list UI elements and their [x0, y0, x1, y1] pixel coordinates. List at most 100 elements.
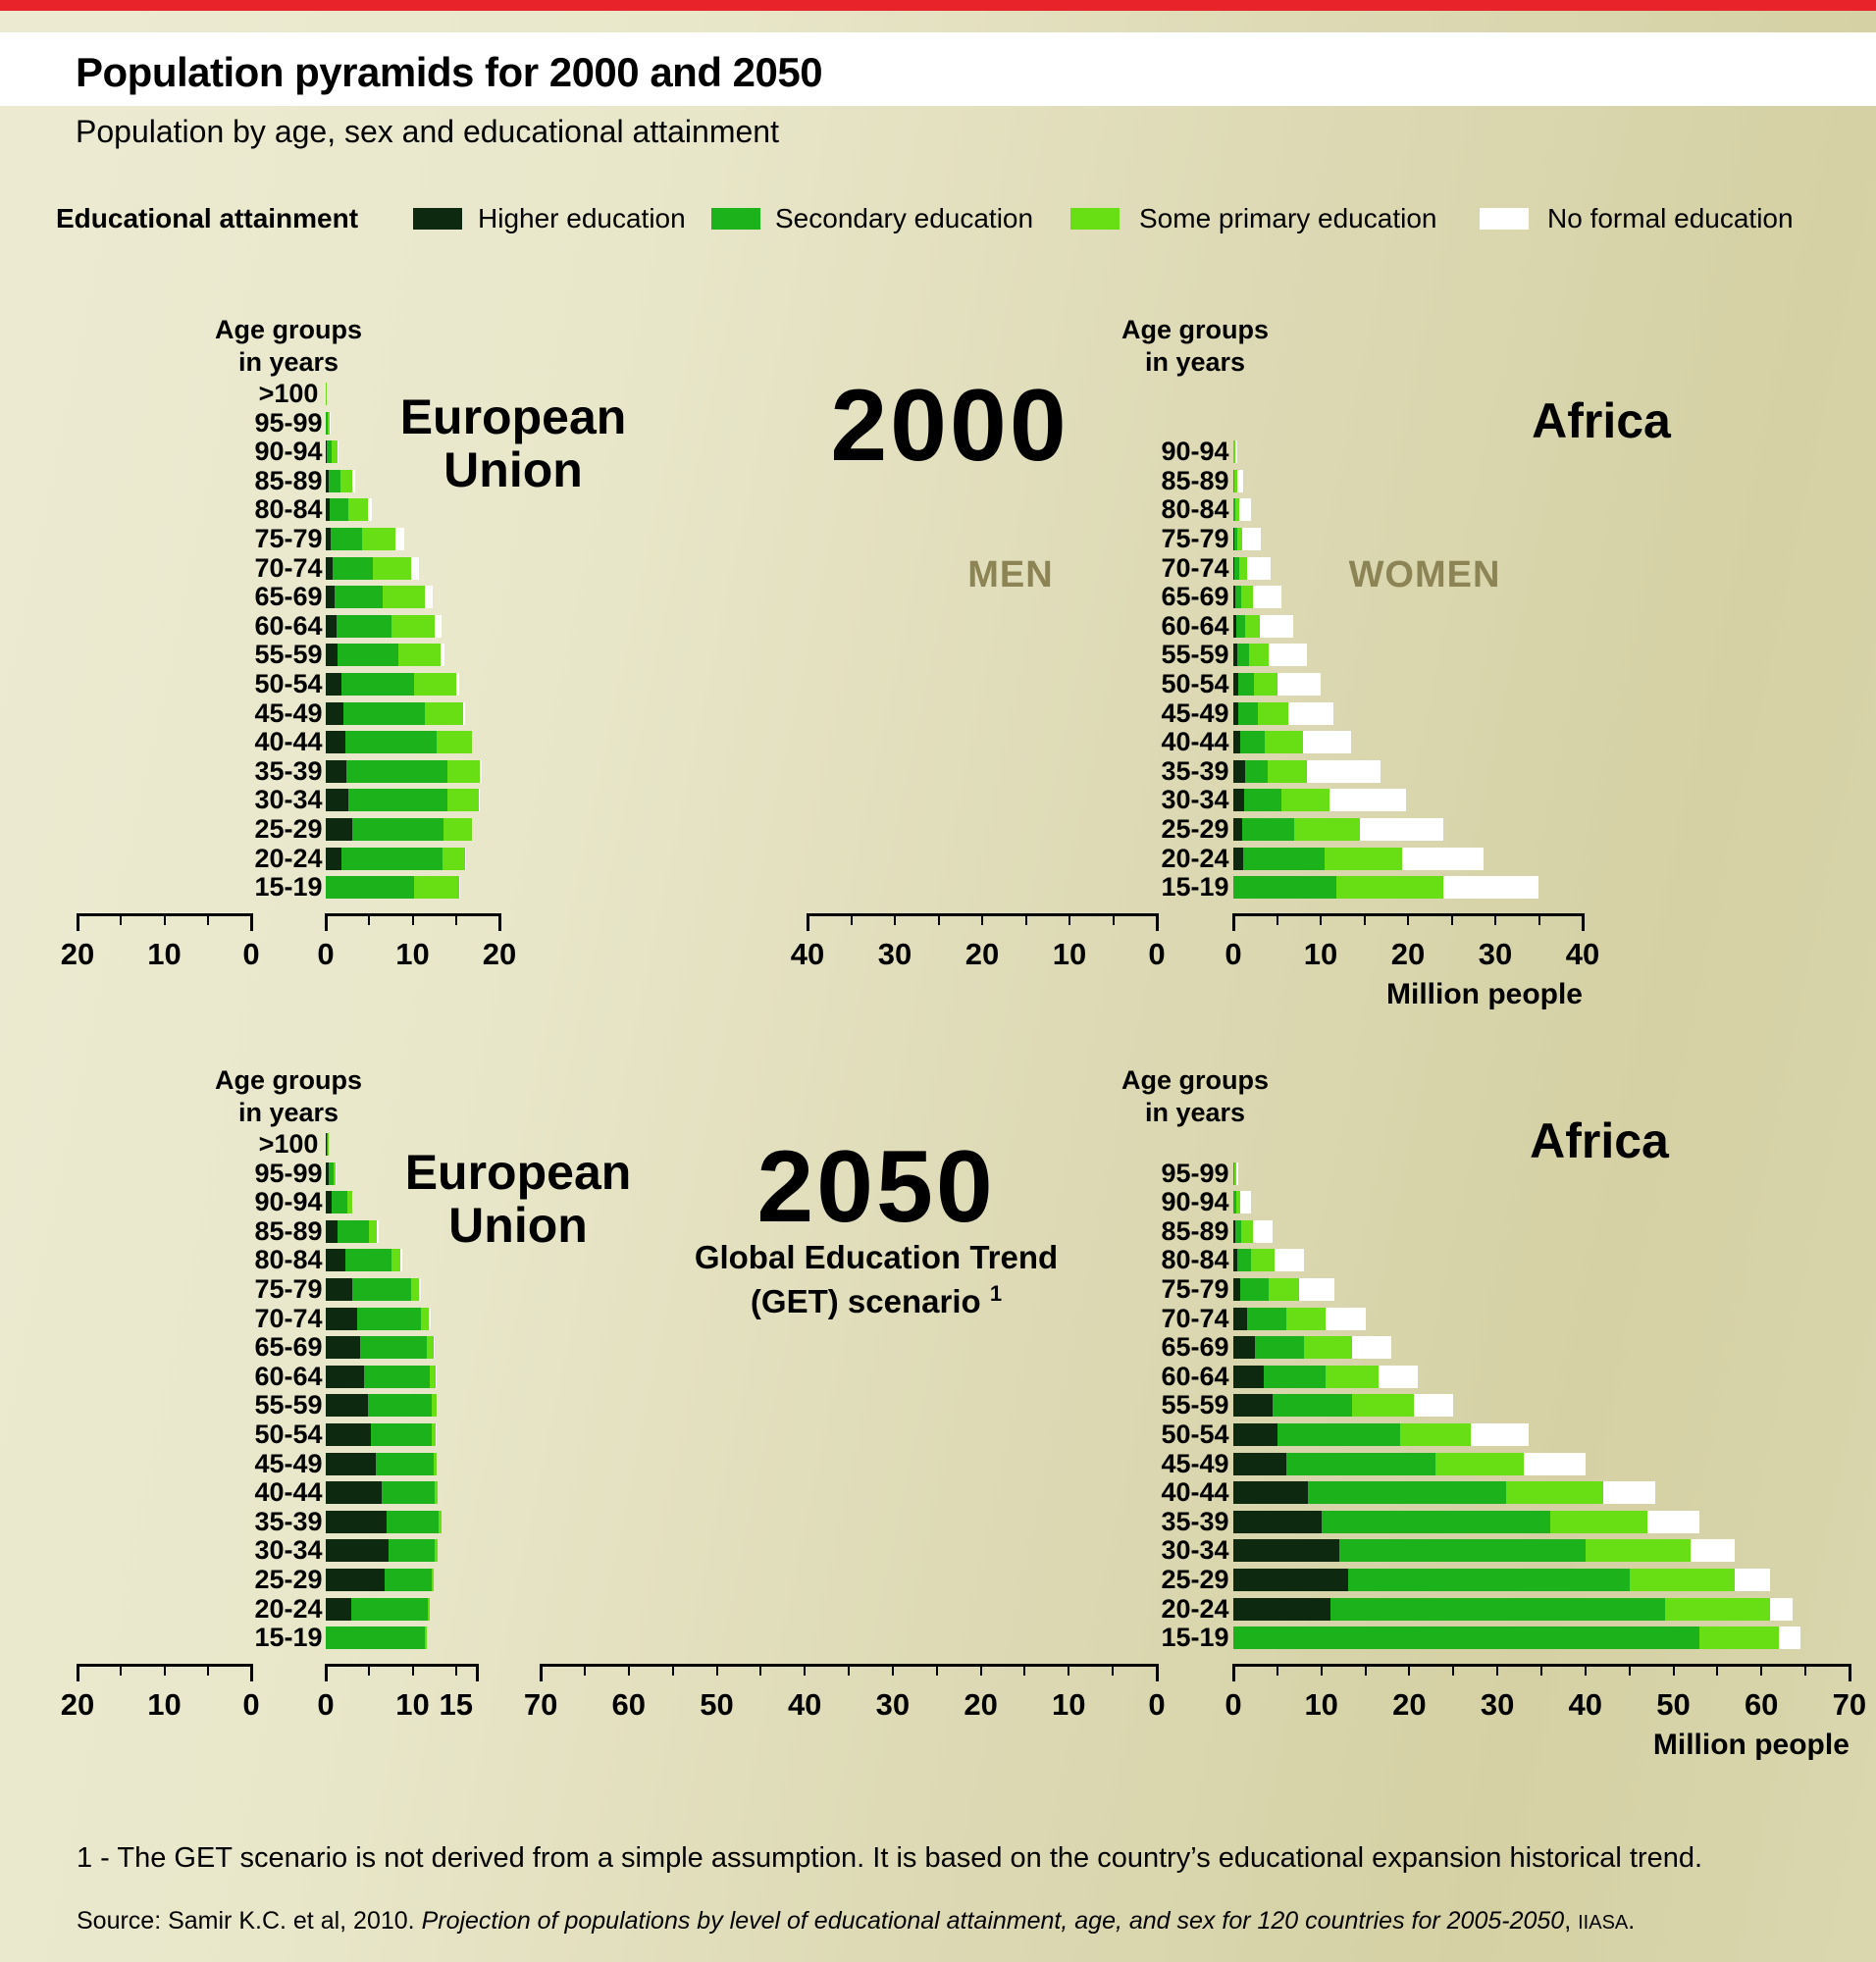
x-axis-tick-label-men: 40: [790, 937, 825, 971]
women-segment-higher-education: [1233, 1394, 1274, 1418]
women-segment-higher-education: [326, 1539, 389, 1563]
x-axis-line-women: [326, 1664, 478, 1667]
age-group-label: 30-34: [254, 785, 323, 815]
age-group-label: 75-79: [254, 524, 323, 553]
women-segment-some-primary-education: [1264, 731, 1304, 754]
x-axis-tick-label-men: 0: [242, 937, 260, 971]
age-axis-title-line2: in years: [237, 347, 339, 377]
women-segment-secondary-education: [1246, 1307, 1286, 1330]
age-group-label: 20-24: [254, 843, 323, 873]
women-bar: [1233, 1191, 1251, 1214]
age-group-label: 20-24: [1161, 843, 1229, 873]
women-segment-some-primary-education: [1235, 498, 1239, 522]
women-segment-higher-education: [1233, 586, 1235, 609]
women-segment-secondary-education: [331, 528, 363, 550]
women-segment-secondary-education: [1240, 731, 1265, 754]
women-bar: [326, 1365, 438, 1388]
women-segment-some-primary-education: [435, 1481, 439, 1505]
x-axis-tick-label-men: 10: [1052, 1687, 1086, 1722]
women-segment-no-formal-education: [459, 876, 461, 900]
age-group-label: 60-64: [254, 1361, 323, 1391]
women-segment-some-primary-education: [383, 586, 425, 609]
women-segment-some-primary-education: [1244, 614, 1260, 638]
x-axis-tick-label-women: 50: [1656, 1687, 1691, 1722]
women-segment-some-primary-education: [1250, 1249, 1276, 1272]
women-segment-no-formal-education: [1303, 731, 1352, 754]
women-segment-secondary-education: [1264, 1365, 1327, 1388]
women-segment-higher-education: [1233, 1539, 1339, 1563]
age-group-label: 50-54: [1161, 1420, 1229, 1449]
x-axis-tick-women: [1672, 1664, 1675, 1676]
women-segment-some-primary-education: [446, 789, 479, 812]
women-segment-secondary-education: [1242, 847, 1325, 870]
women-bar: [326, 586, 433, 609]
women-segment-some-primary-education: [1336, 876, 1443, 900]
women-segment-higher-education: [326, 1365, 364, 1388]
women-segment-some-primary-education: [1235, 1191, 1241, 1214]
x-axis-tick-label-women: 10: [395, 937, 430, 971]
women-segment-secondary-education: [344, 731, 438, 754]
women-segment-higher-education: [1233, 1569, 1348, 1591]
women-segment-higher-education: [1233, 1365, 1265, 1388]
women-segment-no-formal-education: [410, 556, 420, 580]
women-bar: [1233, 1278, 1335, 1301]
x-axis-tick-label-men: 30: [877, 937, 912, 971]
women-segment-some-primary-education: [391, 614, 436, 638]
age-group-label: 80-84: [254, 494, 323, 525]
women-segment-secondary-education: [1285, 1452, 1436, 1475]
x-axis-tick-women: [1496, 1664, 1499, 1676]
age-group-label: 35-39: [254, 755, 323, 786]
x-axis-tick-label-men: 20: [964, 1687, 998, 1722]
women-bar: [326, 789, 480, 812]
women-segment-some-primary-education: [372, 556, 411, 580]
women-segment-no-formal-education: [338, 440, 339, 464]
women-bar: [1233, 1307, 1366, 1330]
women-segment-some-primary-education: [421, 1307, 430, 1330]
women-segment-secondary-education: [346, 759, 447, 783]
x-axis-tick-label-women: 10: [1303, 937, 1338, 971]
x-axis-tick-women: [1363, 913, 1366, 925]
women-segment-secondary-education: [1233, 528, 1237, 550]
age-group-label: 95-99: [254, 1158, 323, 1188]
x-axis-tick-men: [120, 1664, 123, 1676]
women-bar: [1233, 1162, 1239, 1185]
x-axis-tick-men: [77, 1664, 79, 1681]
women-segment-secondary-education: [1347, 1569, 1630, 1591]
axis-unit-label: Million people: [1386, 978, 1583, 1010]
age-group-label: 75-79: [254, 1274, 323, 1304]
women-bar: [326, 847, 465, 870]
women-bar: [326, 759, 482, 783]
women-segment-secondary-education: [340, 847, 443, 870]
legend-swatch-higher-education: [413, 208, 462, 230]
women-segment-secondary-education: [360, 1336, 427, 1360]
page-subtitle: Population by age, sex and educational a…: [76, 114, 779, 149]
x-axis-tick-women: [325, 913, 328, 931]
axis-unit-label: Million people: [1652, 1729, 1850, 1761]
women-segment-secondary-education: [1238, 701, 1258, 725]
x-axis-tick-women: [1494, 913, 1496, 925]
women-bar: [1233, 1539, 1736, 1563]
x-axis-tick-women: [325, 1664, 328, 1681]
women-segment-higher-education: [326, 1307, 357, 1330]
women-segment-secondary-education: [1233, 1162, 1234, 1185]
women-segment-secondary-education: [338, 644, 399, 667]
women-bar: [326, 469, 356, 492]
x-axis-tick-women: [1628, 1664, 1631, 1676]
women-segment-some-primary-education: [1233, 440, 1235, 464]
women-segment-some-primary-education: [391, 1249, 401, 1272]
women-segment-no-formal-education: [419, 1278, 422, 1301]
women-segment-secondary-education: [1233, 469, 1234, 492]
x-axis-tick-women: [1408, 1664, 1411, 1676]
x-axis-tick-women: [368, 913, 371, 925]
women-bar: [326, 1249, 402, 1272]
x-axis-tick-men: [671, 1664, 674, 1676]
x-axis-tick-label-women: 40: [1568, 1687, 1603, 1722]
age-group-label: >100: [258, 1129, 319, 1159]
women-segment-no-formal-education: [478, 789, 480, 812]
women-segment-higher-education: [1233, 1597, 1330, 1621]
women-segment-secondary-education: [1233, 1191, 1236, 1214]
women-segment-no-formal-education: [1401, 847, 1485, 870]
region-title-eu-2000-line1: European: [399, 389, 627, 444]
women-segment-secondary-education: [1273, 1394, 1353, 1418]
women-bar: [326, 701, 466, 725]
